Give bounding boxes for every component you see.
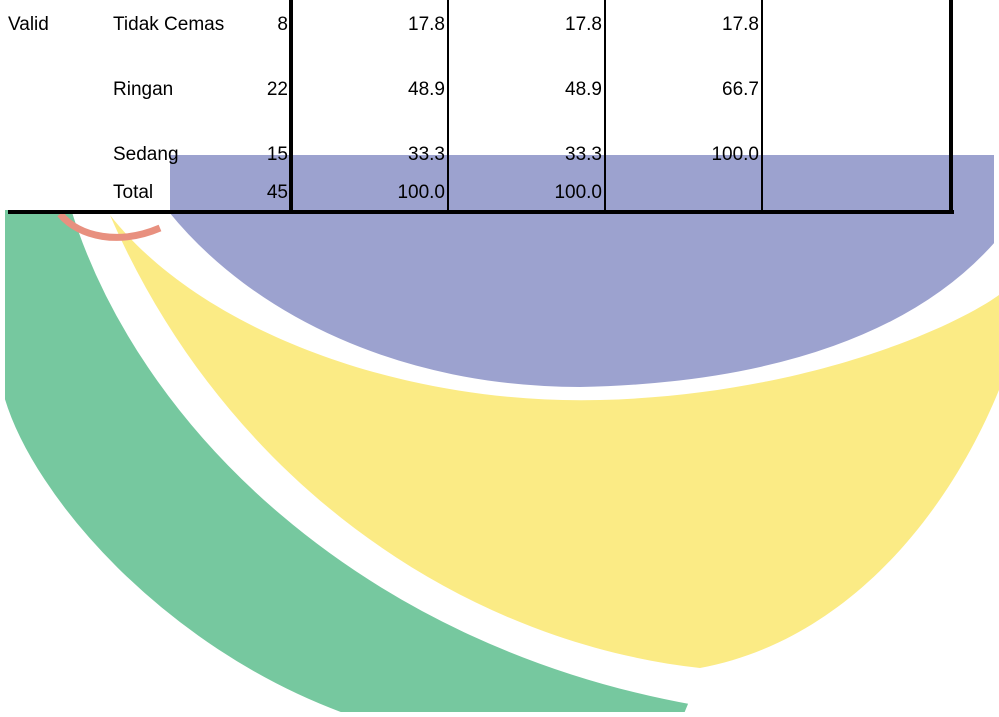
category-label: Tidak Cemas	[113, 14, 224, 36]
frequency: 8	[277, 14, 288, 36]
valid-percent: 17.8	[565, 14, 602, 36]
percent: 17.8	[408, 14, 445, 36]
percent: 100.0	[397, 182, 445, 204]
cumulative-percent: 17.8	[722, 14, 759, 36]
valid-percent: 100.0	[554, 182, 602, 204]
category-label: Sedang	[113, 144, 179, 166]
frequency-table: Valid Tidak Cemas 8 17.8 17.8 17.8 Ringan 22 48.…	[0, 0, 999, 717]
percent: 33.3	[408, 144, 445, 166]
page: {"table": {"rows": [ ["Valid", "Tidak Ce…	[0, 0, 999, 717]
column-border	[604, 0, 606, 214]
frequency: 15	[267, 144, 288, 166]
category-label: Total	[113, 182, 153, 204]
cumulative-percent: 66.7	[722, 79, 759, 101]
column-border	[289, 0, 293, 214]
category-label: Ringan	[113, 79, 173, 101]
frequency: 45	[267, 182, 288, 204]
cumulative-percent: 100.0	[711, 144, 759, 166]
percent: 48.9	[408, 79, 445, 101]
column-border	[447, 0, 449, 214]
valid-percent: 33.3	[565, 144, 602, 166]
column-border	[949, 0, 953, 214]
row-group-label: Valid	[8, 14, 49, 36]
valid-percent: 48.9	[565, 79, 602, 101]
column-border	[761, 0, 763, 214]
frequency: 22	[267, 79, 288, 101]
table-bottom-border	[8, 210, 954, 214]
